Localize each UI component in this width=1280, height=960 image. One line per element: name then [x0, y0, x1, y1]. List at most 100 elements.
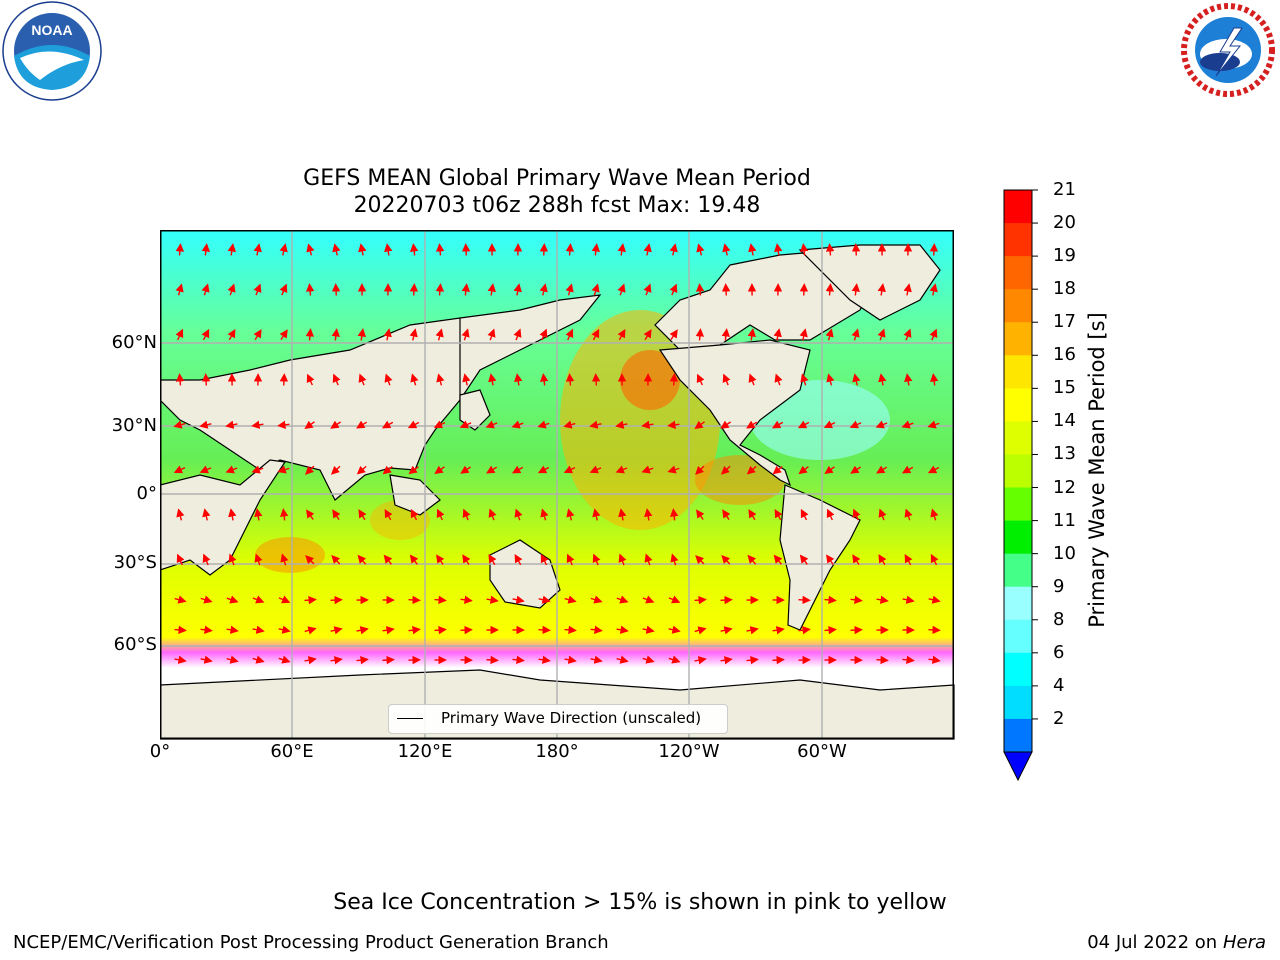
wave-direction-arrow — [669, 329, 678, 340]
lon-label-60w: 60°W — [797, 741, 847, 762]
wave-direction-arrow — [409, 328, 418, 341]
wave-direction-arrow — [435, 328, 444, 341]
wave-direction-arrow — [435, 243, 445, 256]
wave-direction-arrow — [642, 655, 655, 664]
wave-direction-arrow — [643, 243, 652, 256]
wave-direction-arrow — [772, 655, 785, 665]
wave-direction-arrow — [878, 373, 887, 386]
sea-ice-note: Sea Ice Concentration > 15% is shown in … — [333, 890, 947, 915]
wave-direction-arrow — [876, 595, 889, 604]
colorbar-tick-label: 9 — [1053, 575, 1065, 597]
wave-direction-arrow — [511, 465, 524, 474]
colorbar-tick-label: 16 — [1053, 344, 1076, 366]
wave-direction-arrow — [330, 656, 343, 665]
wave-direction-arrow — [254, 553, 263, 566]
wave-direction-arrow — [173, 420, 186, 429]
wave-direction-arrow — [641, 420, 654, 429]
footer-date: 04 Jul 2022 on Hera — [1087, 932, 1266, 953]
wave-direction-arrow — [225, 465, 238, 474]
wave-direction-arrow — [382, 465, 393, 475]
footer-machine: Hera — [1222, 932, 1266, 953]
wave-direction-arrow — [721, 328, 730, 341]
colorbar-segment — [1004, 322, 1032, 356]
wave-direction-arrow — [252, 595, 265, 604]
colorbar-tick-label: 2 — [1053, 707, 1065, 729]
wave-direction-arrow — [772, 626, 785, 635]
wave-direction-arrow — [228, 508, 237, 521]
wave-direction-arrow — [305, 328, 315, 341]
wave-direction-arrow — [773, 328, 782, 341]
wave-direction-arrow — [358, 509, 367, 521]
colorbar-tick-label: 10 — [1053, 542, 1076, 564]
wave-direction-arrow — [850, 625, 863, 635]
wave-direction-arrow — [850, 465, 861, 474]
wave-direction-arrow — [462, 508, 471, 521]
wave-direction-arrow — [852, 508, 861, 521]
wave-direction-arrow — [589, 420, 602, 429]
wave-direction-arrow — [306, 243, 315, 256]
wave-direction-arrow — [459, 420, 472, 429]
wave-direction-arrow — [774, 373, 783, 386]
wave-direction-arrow — [930, 553, 939, 566]
wave-direction-arrow — [410, 243, 419, 256]
wave-direction-arrow — [615, 465, 628, 474]
wave-direction-arrow — [902, 595, 915, 604]
wave-direction-arrow — [356, 655, 369, 665]
wave-direction-arrow — [849, 420, 862, 429]
wave-direction-arrow — [305, 283, 315, 296]
wave-direction-arrow — [436, 508, 445, 521]
wave-direction-arrow — [615, 420, 628, 429]
colorbar-segment — [1004, 619, 1032, 654]
colorbar-segment — [1004, 520, 1032, 555]
wave-direction-arrow — [901, 465, 914, 474]
wave-direction-arrow — [566, 553, 575, 566]
wave-direction-arrow — [540, 553, 549, 566]
wave-direction-arrow — [565, 283, 574, 296]
wave-direction-arrow — [460, 625, 473, 635]
wave-direction-arrow — [564, 625, 577, 635]
wave-direction-arrow — [771, 420, 784, 429]
wave-direction-arrow — [850, 595, 863, 604]
wave-direction-arrow — [408, 595, 421, 605]
wave-direction-arrow — [485, 420, 498, 429]
wave-direction-arrow — [694, 626, 707, 635]
wave-direction-arrow — [823, 420, 836, 429]
wave-direction-arrow — [305, 555, 315, 565]
wave-direction-arrow — [304, 626, 317, 635]
colorbar-tick-label: 20 — [1053, 212, 1076, 234]
wave-direction-arrow — [356, 626, 369, 635]
colorbar-frame — [1003, 189, 1033, 753]
wave-direction-arrow — [462, 554, 471, 565]
wave-direction-arrow — [746, 655, 759, 665]
wave-direction-arrow — [592, 508, 601, 521]
wave-direction-arrow — [720, 656, 733, 665]
wave-direction-arrow — [176, 508, 185, 521]
wave-direction-arrow — [384, 508, 393, 521]
wave-direction-arrow — [304, 656, 317, 665]
wave-direction-arrow — [800, 243, 809, 256]
wave-direction-arrow — [825, 328, 834, 341]
wave-direction-arrow — [252, 655, 265, 664]
colorbar-segment — [1004, 421, 1032, 455]
wave-direction-arrow — [173, 465, 186, 474]
wave-direction-arrow — [669, 243, 678, 256]
wave-direction-arrow — [904, 508, 913, 521]
colorbar-tick-label: 6 — [1053, 641, 1065, 663]
wave-direction-arrow — [513, 283, 522, 296]
wave-direction-arrow — [175, 283, 184, 296]
wave-direction-arrow — [668, 625, 681, 634]
wave-direction-arrow — [826, 554, 835, 565]
wave-direction-arrow — [591, 328, 600, 341]
wave-direction-arrow — [722, 373, 731, 386]
wave-direction-arrow — [669, 373, 679, 386]
wave-direction-arrow — [511, 420, 524, 429]
wave-direction-arrow — [669, 283, 678, 296]
wave-direction-arrow — [306, 373, 315, 386]
wave-direction-arrow — [199, 420, 212, 429]
wave-direction-arrow — [564, 595, 577, 604]
colorbar-segment — [1004, 685, 1032, 720]
wave-direction-arrow — [668, 595, 681, 604]
wave-direction-arrow — [305, 465, 315, 475]
wave-direction-arrow — [201, 328, 210, 341]
colorbar-tick-label: 19 — [1053, 245, 1076, 267]
